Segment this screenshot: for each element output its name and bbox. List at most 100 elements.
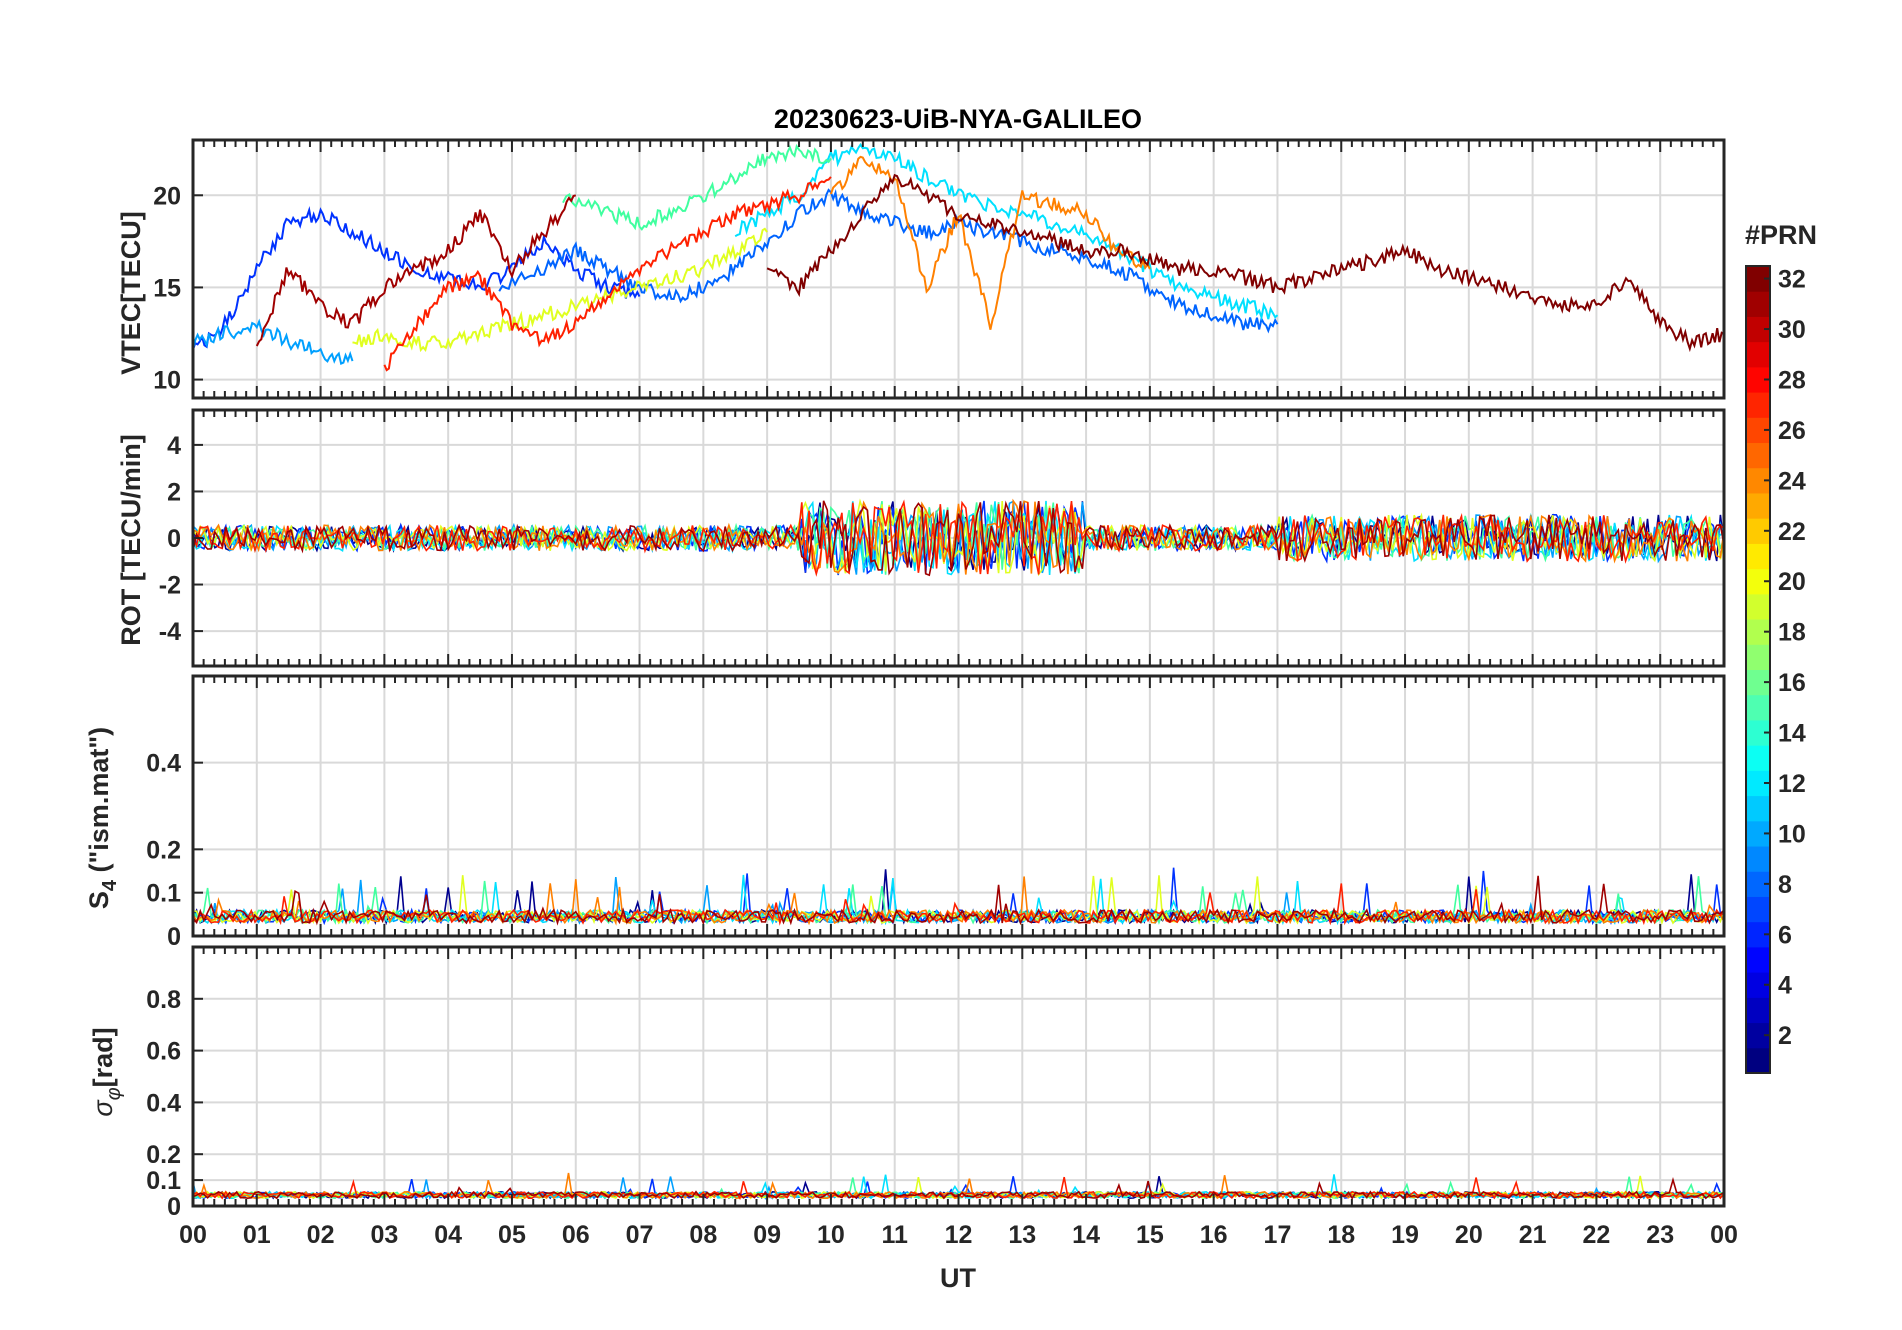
x-tick-label: 02 <box>307 1221 335 1249</box>
noise-trace <box>193 875 1724 926</box>
x-tick-label: 22 <box>1583 1221 1611 1249</box>
colorbar-frame <box>1745 265 1771 1074</box>
colorbar-tick-label: 16 <box>1778 669 1806 697</box>
y-tick-label: 20 <box>153 182 181 210</box>
panel-2: 0 0.1 0.2 0.4 <box>146 674 1726 951</box>
x-tick-label: 01 <box>243 1221 271 1249</box>
y-tick-label: 0 <box>167 1193 181 1221</box>
x-tick-label: 00 <box>1710 1221 1738 1249</box>
colorbar-bin <box>1746 795 1770 822</box>
x-axis-label: UT <box>940 1263 976 1293</box>
x-tick-label: 23 <box>1646 1221 1674 1249</box>
sigma-y-axis-label: σφ[rad] <box>88 1027 125 1116</box>
y-tick-label: 0.4 <box>146 1089 181 1117</box>
sigma-ylabel-rest: [rad] <box>88 1027 118 1087</box>
s4-ylabel-sub: 4 <box>99 879 121 891</box>
y-tick-label: 15 <box>153 274 181 302</box>
x-tick-label: 14 <box>1072 1221 1100 1249</box>
x-tick-label: 06 <box>562 1221 590 1249</box>
rot-y-axis-label: ROT [TECU/min] <box>116 434 146 645</box>
colorbar-label: #PRN <box>1745 220 1817 250</box>
colorbar-bin <box>1746 846 1770 872</box>
y-tick-label: 0 <box>167 923 181 951</box>
y-tick-label: 0.2 <box>146 836 181 864</box>
colorbar-tick-label: 2 <box>1778 1022 1792 1050</box>
s4-ylabel-main: S <box>84 891 114 909</box>
colorbar-tick-label: 14 <box>1778 720 1806 748</box>
colorbar-bin <box>1746 694 1770 721</box>
s4-ylabel-rest: ("ism.mat") <box>84 727 114 880</box>
x-tick-label: 10 <box>817 1221 845 1249</box>
y-tick-label: 10 <box>153 367 181 395</box>
colorbar-tick-label: 32 <box>1778 266 1806 294</box>
y-tick-label: 0.1 <box>146 1167 181 1195</box>
noise-trace <box>193 500 1724 577</box>
x-tick-label: 18 <box>1327 1221 1355 1249</box>
x-tick-label: 05 <box>498 1221 526 1249</box>
y-tick-label: 2 <box>167 478 181 506</box>
x-tick-label: 17 <box>1264 1221 1292 1249</box>
colorbar-tick-label: 30 <box>1778 316 1806 344</box>
x-tick-label: 15 <box>1136 1221 1164 1249</box>
colorbar-bin <box>1746 593 1770 620</box>
colorbar-tick-label: 24 <box>1778 467 1806 495</box>
y-tick-label: -4 <box>159 618 181 646</box>
colorbar-tick-label: 6 <box>1778 921 1792 949</box>
series-group <box>193 142 1724 372</box>
x-tick-label: 07 <box>626 1221 654 1249</box>
colorbar-tick-label: 26 <box>1778 417 1806 445</box>
colorbar-bin <box>1746 543 1770 570</box>
colorbar-tick-label: 12 <box>1778 770 1806 798</box>
sigma-ylabel-sub: φ <box>103 1087 125 1100</box>
y-tick-label: 0.6 <box>146 1038 181 1066</box>
y-tick-label: -2 <box>159 572 181 600</box>
x-tick-label: 19 <box>1391 1221 1419 1249</box>
y-tick-label: 0.8 <box>146 986 181 1014</box>
x-tick-label: 11 <box>881 1221 908 1249</box>
x-tick-label: 21 <box>1519 1221 1547 1249</box>
colorbar-bin <box>1746 392 1770 418</box>
colorbar-tick-label: 4 <box>1778 972 1792 1000</box>
series-line-prn-31 <box>255 194 577 347</box>
colorbar-bin <box>1746 896 1770 923</box>
x-tick-label: 09 <box>753 1221 781 1249</box>
series-line-prn-24 <box>829 155 1151 330</box>
panels-layer: 101520-4-202400.10.20.400.10.20.40.60.80… <box>146 138 1738 1249</box>
colorbar-bin <box>1746 644 1770 670</box>
series-line-prn-27 <box>383 176 832 372</box>
series-line-prn-12 <box>734 142 1279 322</box>
x-tick-label: 03 <box>370 1221 398 1249</box>
series-line-prn-3 <box>193 206 641 350</box>
x-tick-label: 20 <box>1455 1221 1483 1249</box>
series-line-prn-20 <box>352 227 768 353</box>
series-line-prn-9 <box>193 318 354 365</box>
x-tick-label: 08 <box>689 1221 717 1249</box>
series-group <box>193 498 1724 577</box>
colorbar-bin <box>1746 341 1770 368</box>
colorbar-bin <box>1746 492 1770 519</box>
x-tick-label: 00 <box>179 1221 207 1249</box>
colorbar-bin <box>1746 442 1770 469</box>
colorbar-bin <box>1746 946 1770 973</box>
x-tick-label: 12 <box>945 1221 973 1249</box>
chart-title: 20230623-UiB-NYA-GALILEO <box>774 104 1142 134</box>
series-group <box>193 867 1724 926</box>
y-tick-label: 4 <box>167 432 181 460</box>
y-tick-label: 0.1 <box>146 880 181 908</box>
series-line-prn-16 <box>562 143 832 231</box>
y-tick-label: 0 <box>167 525 181 553</box>
colorbar-tick-label: 20 <box>1778 568 1806 596</box>
series-line-prn-32 <box>766 173 1724 353</box>
colorbar-tick-label: 8 <box>1778 871 1792 899</box>
panel-1: -4 -2 0 2 4 <box>159 408 1726 668</box>
s4-y-axis-label: S4 ("ism.mat") <box>84 727 121 909</box>
colorbar-bin <box>1746 745 1770 771</box>
colorbar-tick-label: 10 <box>1778 820 1806 848</box>
colorbar-bin <box>1746 1047 1770 1074</box>
sigma-ylabel-main: σ <box>88 1099 118 1117</box>
colorbar-bin <box>1746 997 1770 1024</box>
x-tick-label: 16 <box>1200 1221 1228 1249</box>
series-line-prn-5 <box>498 188 1279 334</box>
